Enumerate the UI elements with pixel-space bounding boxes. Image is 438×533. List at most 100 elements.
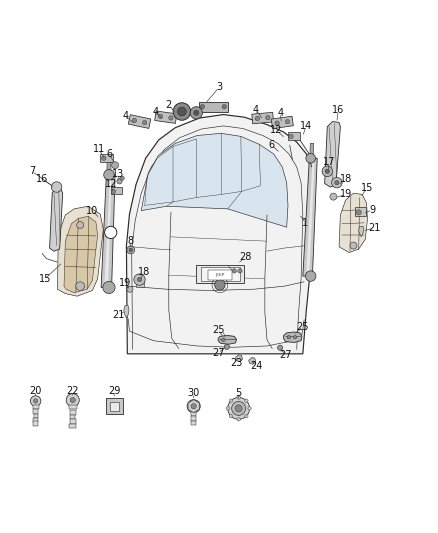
Circle shape xyxy=(132,118,137,123)
Text: 18: 18 xyxy=(138,266,150,277)
Circle shape xyxy=(127,246,135,254)
Circle shape xyxy=(237,395,240,399)
Polygon shape xyxy=(236,354,243,362)
Polygon shape xyxy=(284,332,302,343)
Bar xyxy=(70,419,76,424)
Circle shape xyxy=(104,169,114,180)
Text: 25: 25 xyxy=(297,322,309,332)
Circle shape xyxy=(226,407,230,410)
Bar xyxy=(191,421,196,425)
Text: 20: 20 xyxy=(29,386,42,396)
Text: 23: 23 xyxy=(230,358,243,368)
Polygon shape xyxy=(303,158,317,276)
Polygon shape xyxy=(127,115,313,354)
Circle shape xyxy=(173,103,191,120)
Text: 2: 2 xyxy=(166,100,172,110)
Polygon shape xyxy=(325,122,340,187)
Text: 1: 1 xyxy=(302,218,308,228)
Text: 11: 11 xyxy=(93,144,105,155)
Circle shape xyxy=(278,345,283,350)
Circle shape xyxy=(255,116,260,120)
Circle shape xyxy=(244,414,248,418)
Bar xyxy=(111,188,122,195)
Circle shape xyxy=(356,210,361,215)
Text: 14: 14 xyxy=(300,121,312,131)
Text: 27: 27 xyxy=(279,350,292,360)
Circle shape xyxy=(289,134,293,139)
Circle shape xyxy=(244,399,248,402)
Text: 7: 7 xyxy=(29,166,35,176)
Text: 29: 29 xyxy=(108,386,120,396)
Circle shape xyxy=(285,119,290,124)
Circle shape xyxy=(159,114,163,119)
Text: 10: 10 xyxy=(86,206,99,216)
Circle shape xyxy=(232,269,237,273)
Circle shape xyxy=(30,395,41,406)
Polygon shape xyxy=(57,206,103,296)
Bar xyxy=(136,278,144,287)
Text: 24: 24 xyxy=(250,361,262,371)
Bar xyxy=(100,154,113,161)
Circle shape xyxy=(117,179,122,184)
Circle shape xyxy=(142,120,147,125)
Circle shape xyxy=(51,182,62,192)
Text: 30: 30 xyxy=(187,388,200,398)
Circle shape xyxy=(105,227,117,239)
Text: 12: 12 xyxy=(105,180,117,189)
Polygon shape xyxy=(252,112,273,124)
Text: 9: 9 xyxy=(370,205,376,215)
Text: 5: 5 xyxy=(236,388,242,398)
Text: 28: 28 xyxy=(239,252,251,262)
Polygon shape xyxy=(141,133,288,227)
Text: 27: 27 xyxy=(212,348,224,358)
Circle shape xyxy=(112,161,119,169)
Text: 22: 22 xyxy=(67,386,79,396)
Circle shape xyxy=(287,335,290,339)
Bar xyxy=(71,415,75,419)
Text: 6: 6 xyxy=(268,140,275,150)
Text: 4: 4 xyxy=(122,111,128,121)
Circle shape xyxy=(238,269,242,273)
Circle shape xyxy=(306,154,315,163)
Bar xyxy=(110,402,120,411)
Circle shape xyxy=(70,398,75,403)
Bar xyxy=(288,132,300,140)
Bar xyxy=(33,422,39,426)
Circle shape xyxy=(229,414,233,418)
Circle shape xyxy=(237,417,240,421)
Circle shape xyxy=(129,248,133,252)
Circle shape xyxy=(169,116,173,120)
Circle shape xyxy=(76,282,85,290)
Circle shape xyxy=(33,399,38,403)
Circle shape xyxy=(332,177,342,188)
Circle shape xyxy=(102,156,106,160)
Text: 16: 16 xyxy=(332,105,344,115)
Text: JEEP: JEEP xyxy=(215,273,225,277)
Text: 8: 8 xyxy=(128,236,134,246)
Text: 4: 4 xyxy=(277,108,283,118)
Text: 16: 16 xyxy=(36,174,48,184)
Text: 25: 25 xyxy=(212,325,224,335)
Circle shape xyxy=(335,181,339,185)
Polygon shape xyxy=(359,227,364,237)
Circle shape xyxy=(330,193,337,200)
Circle shape xyxy=(275,121,279,125)
Polygon shape xyxy=(155,111,177,124)
Circle shape xyxy=(215,280,225,290)
Bar xyxy=(33,418,38,422)
Polygon shape xyxy=(128,115,151,128)
Polygon shape xyxy=(64,216,98,293)
Circle shape xyxy=(222,104,226,109)
Circle shape xyxy=(266,116,270,120)
Circle shape xyxy=(325,169,329,174)
Circle shape xyxy=(222,338,225,342)
Bar xyxy=(199,102,228,111)
Polygon shape xyxy=(107,158,111,175)
Bar xyxy=(201,268,240,281)
Polygon shape xyxy=(101,175,115,287)
Circle shape xyxy=(187,400,200,413)
Bar xyxy=(208,270,232,280)
Circle shape xyxy=(134,274,145,285)
Bar xyxy=(106,398,123,414)
Bar xyxy=(33,409,38,414)
